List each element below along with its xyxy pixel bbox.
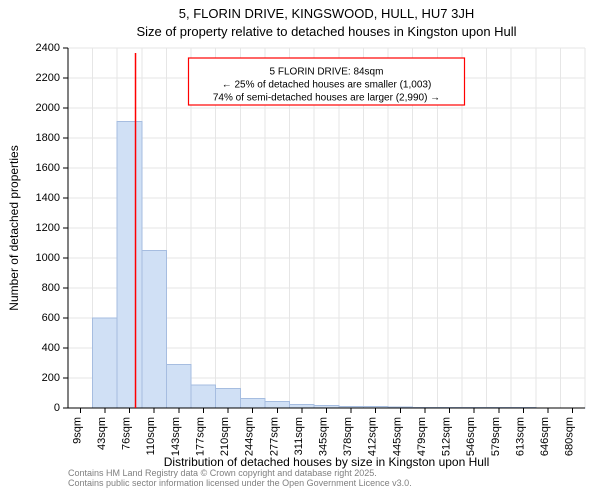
y-tick-label: 1400: [36, 192, 60, 204]
x-tick-label: 378sqm: [342, 417, 354, 456]
footer-line-1: Contains HM Land Registry data © Crown c…: [68, 468, 377, 478]
histogram-bar: [117, 122, 142, 409]
histogram-bar: [142, 251, 167, 409]
x-tick-label: 177sqm: [194, 417, 206, 456]
x-tick-label: 210sqm: [219, 417, 231, 456]
y-tick-label: 2000: [36, 102, 60, 114]
y-tick-label: 800: [42, 282, 60, 294]
x-tick-label: 546sqm: [465, 417, 477, 456]
annotation-line: 5 FLORIN DRIVE: 84sqm: [270, 67, 384, 78]
x-tick-label: 412sqm: [367, 417, 379, 456]
x-tick-label: 43sqm: [96, 417, 108, 450]
histogram-bar: [290, 404, 315, 408]
x-axis-label: Distribution of detached houses by size …: [164, 455, 490, 469]
x-tick-label: 244sqm: [244, 417, 256, 456]
x-tick-label: 646sqm: [539, 417, 551, 456]
y-tick-label: 1600: [36, 162, 60, 174]
histogram-bar: [93, 318, 118, 408]
histogram-bar: [166, 365, 191, 409]
x-tick-label: 143sqm: [170, 417, 182, 456]
histogram-bar: [265, 401, 290, 408]
x-tick-label: 512sqm: [441, 417, 453, 456]
x-tick-label: 445sqm: [391, 417, 403, 456]
histogram-bar: [216, 389, 241, 409]
y-tick-label: 2200: [36, 72, 60, 84]
chart-title: 5, FLORIN DRIVE, KINGSWOOD, HULL, HU7 3J…: [179, 6, 474, 21]
x-tick-label: 613sqm: [514, 417, 526, 456]
x-tick-label: 579sqm: [490, 417, 502, 456]
y-tick-label: 1000: [36, 252, 60, 264]
y-tick-label: 200: [42, 372, 60, 384]
x-tick-label: 680sqm: [564, 417, 576, 456]
y-tick-label: 2400: [36, 42, 60, 54]
x-tick-label: 110sqm: [145, 417, 157, 455]
x-tick-label: 345sqm: [318, 417, 330, 456]
annotation-line: ← 25% of detached houses are smaller (1,…: [222, 80, 432, 91]
footer-line-2: Contains public sector information licen…: [68, 478, 412, 488]
x-tick-label: 311sqm: [293, 417, 305, 455]
y-tick-label: 600: [42, 312, 60, 324]
x-tick-label: 9sqm: [71, 417, 83, 444]
y-tick-label: 1200: [36, 222, 60, 234]
y-tick-label: 400: [42, 342, 60, 354]
x-tick-label: 479sqm: [416, 417, 428, 456]
annotation-line: 74% of semi-detached houses are larger (…: [213, 93, 440, 104]
y-tick-label: 0: [54, 402, 60, 414]
y-axis-label: Number of detached properties: [7, 145, 21, 310]
histogram-bar: [191, 385, 216, 408]
y-tick-label: 1800: [36, 132, 60, 144]
x-tick-label: 76sqm: [121, 417, 133, 450]
chart-subtitle: Size of property relative to detached ho…: [136, 24, 516, 39]
x-tick-label: 277sqm: [268, 417, 280, 456]
histogram-bar: [240, 398, 265, 408]
